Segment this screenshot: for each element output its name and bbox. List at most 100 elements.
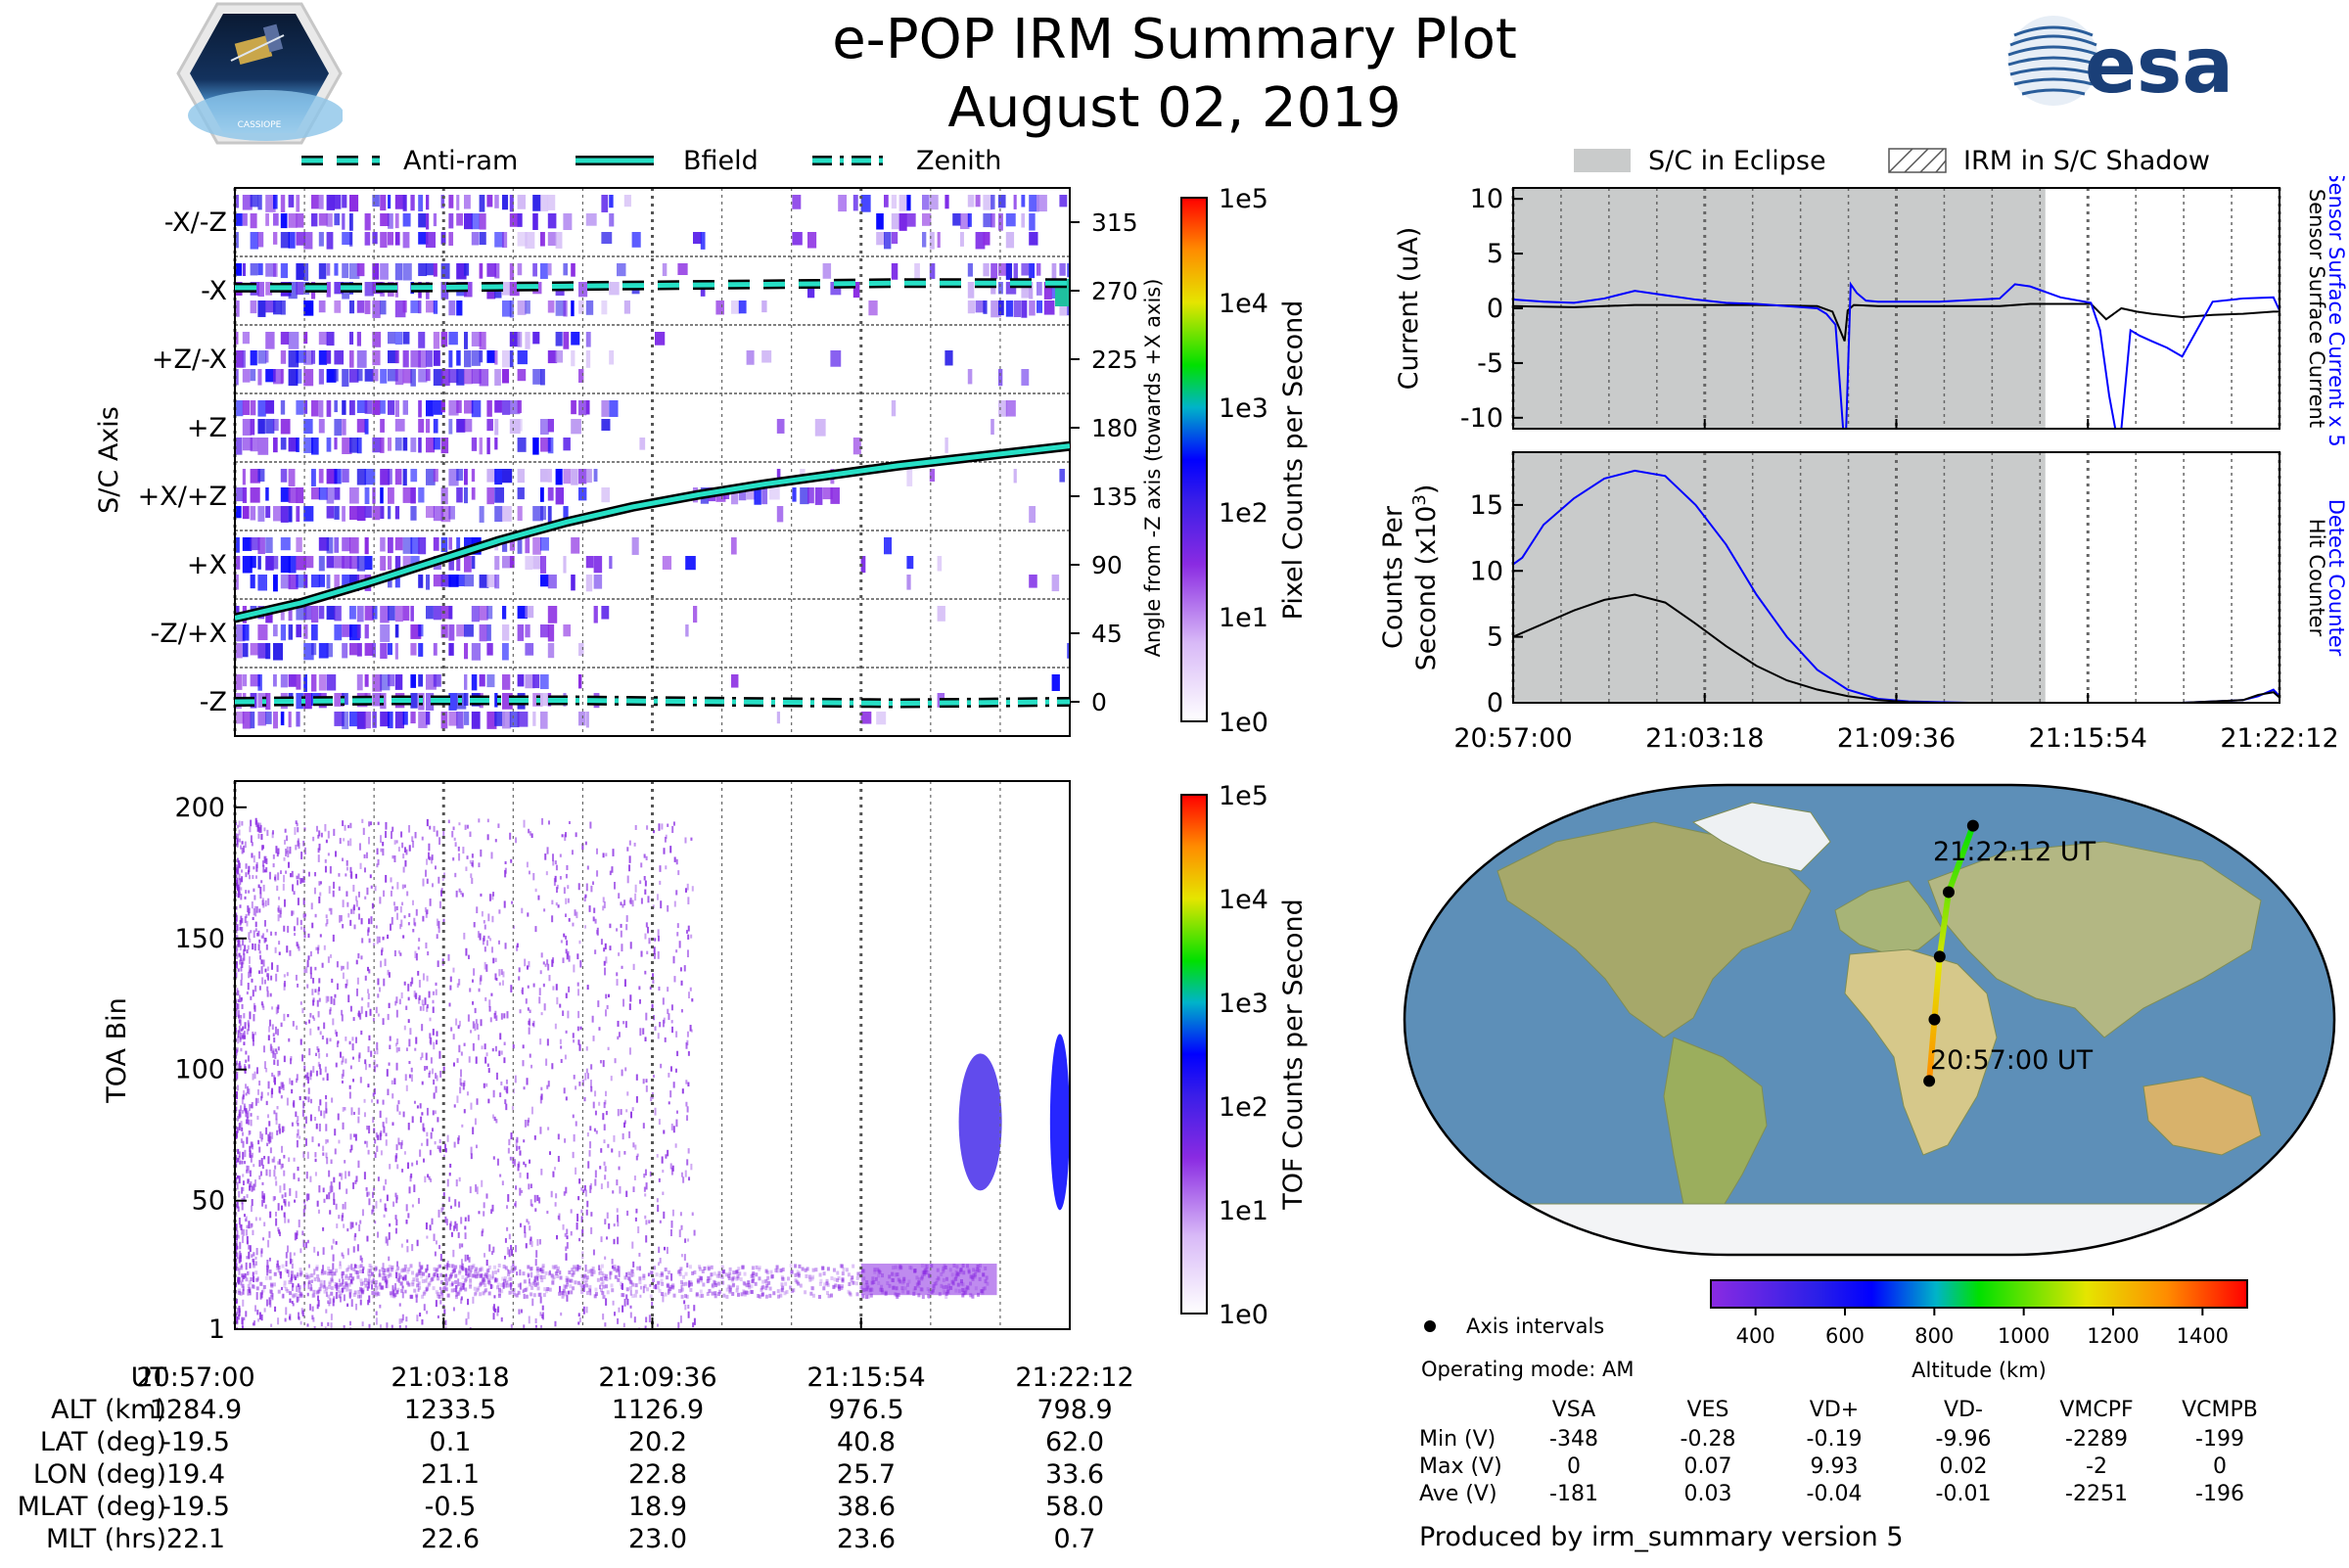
logo-left-text: CASSIOPE — [238, 120, 282, 130]
tof-colorbar-tick: 1e3 — [1219, 989, 1268, 1019]
spectrogram-cell — [944, 350, 952, 365]
tof-cell — [447, 1179, 449, 1187]
y-tick-label: 0 — [1487, 688, 1503, 718]
spectrogram-cell — [601, 195, 608, 212]
tof-cell — [665, 1268, 668, 1271]
tof-cell — [454, 1280, 457, 1284]
tof-cell — [494, 1117, 496, 1121]
tof-cell — [326, 1157, 328, 1164]
tof-cell — [360, 1288, 363, 1292]
tof-cell — [409, 1075, 411, 1079]
tof-cell — [297, 1230, 299, 1235]
tof-cell — [284, 1217, 286, 1223]
tof-cell — [748, 1283, 751, 1287]
spectrogram-cell — [624, 300, 630, 314]
tof-cell — [339, 1181, 341, 1189]
pixel-colorbar-tick: 1e2 — [1219, 498, 1268, 529]
spectrogram-cell — [594, 556, 603, 573]
spectrogram-cell — [518, 213, 523, 227]
tof-cell — [637, 1226, 639, 1233]
tof-cell — [424, 1176, 426, 1182]
tof-cell — [499, 1175, 501, 1177]
spectrogram-cell — [289, 232, 296, 249]
tof-cell — [270, 1147, 272, 1153]
tof-cell — [320, 1031, 322, 1035]
spectrogram-cell — [563, 469, 571, 484]
tof-cell — [419, 980, 421, 988]
tof-cell — [593, 1250, 595, 1256]
spectrogram-cell — [281, 624, 286, 640]
tof-cell — [257, 931, 259, 937]
spectrogram-cell — [563, 438, 570, 450]
tof-cell — [661, 823, 663, 829]
tof-cell — [583, 1307, 585, 1314]
tof-cell — [297, 984, 299, 988]
tof-cell — [274, 1196, 276, 1200]
spectrogram-cell — [464, 556, 472, 573]
tof-cell — [312, 978, 314, 984]
tof-cell — [261, 936, 263, 939]
tof-cell — [396, 1267, 399, 1270]
tof-cell — [349, 823, 351, 828]
tof-cell — [399, 1275, 402, 1279]
tof-cell — [690, 1164, 692, 1170]
tof-cell — [823, 1271, 826, 1275]
spectrogram-cell — [486, 438, 489, 454]
tof-cell — [308, 1265, 310, 1268]
tof-cell — [453, 1225, 455, 1231]
tof-cell — [578, 1266, 581, 1269]
tof-cell — [647, 896, 649, 902]
tof-cell — [254, 910, 256, 916]
tof-cell — [283, 1171, 285, 1176]
spectrogram-cell — [327, 487, 335, 504]
tof-cell — [456, 1179, 458, 1186]
spectrogram-cell — [876, 232, 885, 245]
tof-cell — [469, 1056, 471, 1062]
spectrogram-cell — [1014, 469, 1017, 483]
spectrogram-cell — [494, 195, 499, 208]
tof-cell — [525, 1120, 527, 1128]
tof-cell — [326, 1038, 328, 1043]
tof-cell — [576, 1214, 578, 1222]
tof-cell — [264, 920, 266, 927]
tof-cell — [533, 984, 535, 988]
tof-cell — [482, 911, 484, 916]
tof-cell — [513, 1044, 515, 1048]
tof-cell — [417, 1105, 419, 1108]
tof-cell — [449, 1275, 452, 1279]
tof-cell — [626, 1211, 628, 1216]
tof-cell — [458, 1232, 460, 1238]
tof-cell — [287, 972, 289, 976]
spectrogram-cell — [342, 195, 346, 208]
tof-cell — [413, 1289, 416, 1293]
spectrogram-cell — [518, 369, 527, 381]
tof-cell — [454, 1199, 456, 1206]
tof-cell — [241, 869, 243, 872]
tof-cell — [605, 994, 607, 999]
tof-cell — [674, 901, 676, 907]
tof-cell — [461, 1259, 463, 1265]
tof-cell — [435, 865, 437, 869]
spectrogram-cell — [296, 400, 303, 415]
tof-cell — [257, 834, 259, 839]
tof-cell — [555, 1024, 557, 1030]
tof-cell — [479, 1292, 482, 1296]
tof-cell — [502, 1283, 505, 1287]
spectrogram-cell — [1059, 469, 1065, 483]
tof-cell — [429, 826, 431, 830]
spectrogram-cell — [311, 213, 317, 226]
tof-cell — [714, 1271, 716, 1275]
spectrogram-cell — [349, 506, 358, 520]
tof-cell — [619, 1151, 621, 1157]
tof-cell — [490, 852, 492, 858]
tof-cell — [590, 1212, 592, 1217]
tof-cell — [451, 831, 453, 838]
tof-cell — [297, 917, 299, 925]
tof-cell — [261, 966, 263, 974]
tof-cell — [325, 1309, 327, 1313]
tof-cell — [629, 1286, 632, 1290]
tof-cell — [283, 926, 285, 932]
tof-cell — [346, 1304, 348, 1307]
tof-cell — [358, 1224, 360, 1231]
